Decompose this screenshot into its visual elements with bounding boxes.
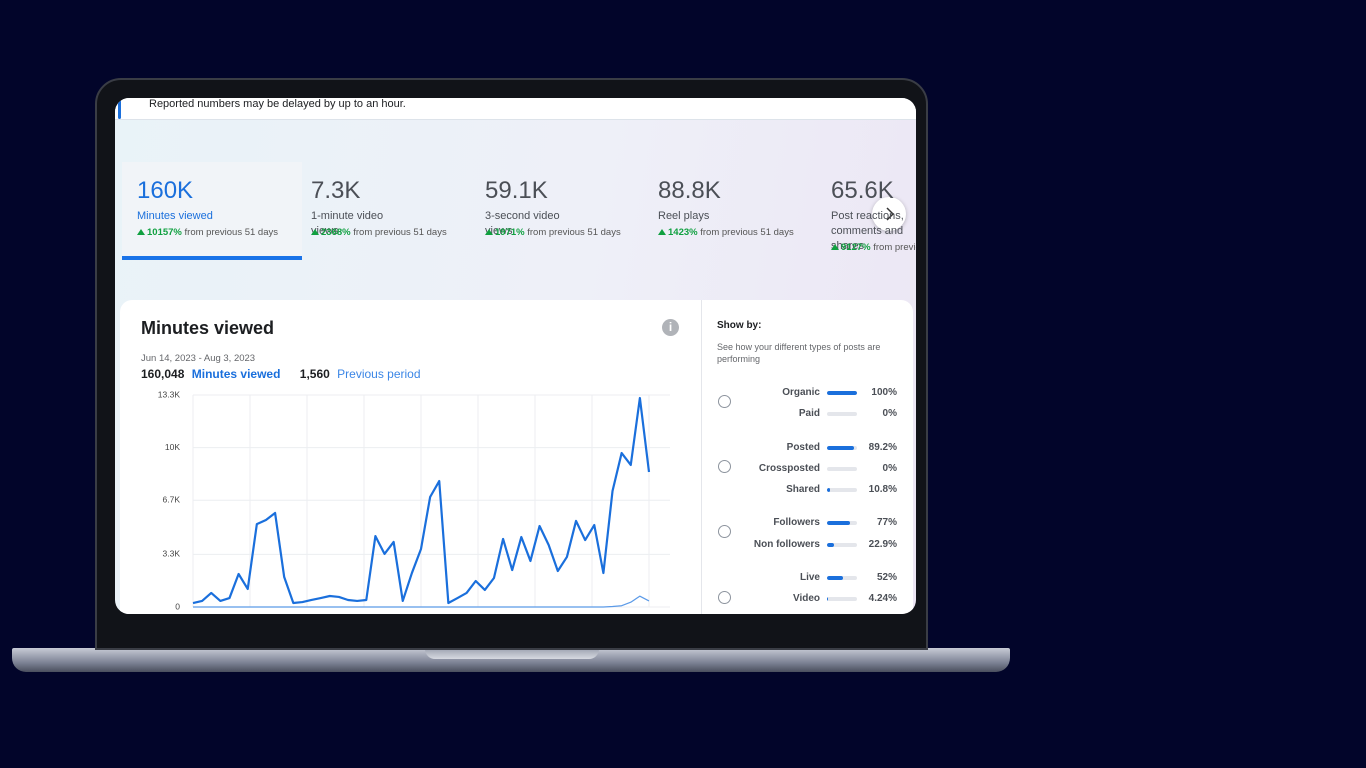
item-label: Live bbox=[799, 572, 820, 583]
metric-value: 160K bbox=[137, 177, 194, 204]
metric-value: 59.1K bbox=[485, 177, 548, 204]
bar-track bbox=[827, 576, 857, 580]
legend-total: 160,048 bbox=[141, 367, 185, 381]
item-percent: 10.8% bbox=[868, 484, 897, 495]
up-arrow bbox=[485, 229, 493, 235]
up-arrow bbox=[311, 229, 319, 235]
laptop-notch bbox=[425, 648, 599, 659]
bar-track bbox=[827, 446, 857, 450]
series-line bbox=[192, 396, 651, 605]
bar-track bbox=[827, 488, 857, 492]
item-label: Organic bbox=[782, 387, 820, 398]
change-percent: 10157% bbox=[147, 227, 182, 238]
metric-change: 2368% from previous 51 days bbox=[311, 227, 447, 238]
banner-accent bbox=[118, 98, 121, 119]
divider bbox=[701, 300, 702, 614]
metric-value: 88.8K bbox=[658, 177, 721, 204]
next-button[interactable] bbox=[872, 197, 906, 231]
metric-change: 9127% from previous 51 days bbox=[831, 242, 916, 253]
bar-track bbox=[827, 412, 857, 416]
item-label: Video bbox=[792, 593, 820, 604]
radio-button[interactable] bbox=[718, 591, 731, 604]
series-line bbox=[193, 595, 650, 608]
bar bbox=[827, 543, 834, 547]
change-period: from previous 51 days bbox=[353, 227, 447, 238]
item-percent: 52% bbox=[876, 572, 897, 583]
metric-card[interactable]: 59.1K 3-second video views 1971% from prev… bbox=[470, 162, 650, 260]
legend-total: 1,560 bbox=[299, 367, 330, 381]
change-period: from previous 51 days bbox=[184, 227, 278, 238]
metric-change: 10157% from previous 51 days bbox=[137, 227, 278, 238]
metric-card[interactable]: 160K Minutes viewed 10157% from previous 5… bbox=[122, 162, 302, 260]
change-percent: 9127% bbox=[841, 242, 871, 253]
item-percent: 100% bbox=[871, 387, 897, 398]
up-arrow bbox=[831, 244, 839, 250]
bar bbox=[827, 597, 829, 601]
metric-card[interactable]: 7.3K 1-minute video views 2368% from previ… bbox=[296, 162, 476, 260]
banner-text: Reported numbers may be delayed by up to… bbox=[149, 98, 406, 110]
y-tick-label: 13.3K bbox=[158, 389, 181, 399]
y-tick-label: 6.7K bbox=[163, 494, 181, 504]
chevron bbox=[886, 207, 895, 221]
change-percent: 2368% bbox=[321, 227, 351, 238]
y-tick-label: 10K bbox=[165, 442, 180, 452]
bar bbox=[827, 576, 843, 580]
item-percent: 77% bbox=[876, 517, 897, 528]
change-period: from previous 51 days bbox=[527, 227, 621, 238]
item-label: Shared bbox=[786, 484, 820, 495]
metric-card[interactable]: 65.6K Post reactions, comments and shares… bbox=[816, 162, 916, 260]
show-by-title: Show by: bbox=[717, 320, 762, 331]
change-percent: 1971% bbox=[495, 227, 525, 238]
metric-label: Reel plays bbox=[658, 210, 710, 222]
metric-label: Minutes viewed bbox=[137, 210, 213, 222]
item-label: Followers bbox=[773, 517, 820, 528]
radio-button[interactable] bbox=[718, 395, 731, 408]
change-period: from previous 51 days bbox=[873, 242, 916, 253]
chart-panel: 0 3.3K 6.7K 10K 13.3K Minutes viewed i Jun 1… bbox=[120, 300, 913, 614]
banner: Reported numbers may be delayed by up to… bbox=[115, 98, 916, 120]
panel-title: Minutes viewed bbox=[141, 318, 275, 338]
item-percent: 4.24% bbox=[868, 593, 897, 604]
y-tick-label: 3.3K bbox=[163, 549, 181, 559]
item-percent: 0% bbox=[882, 463, 897, 474]
bar-track bbox=[827, 597, 857, 601]
metric-label: Post reactions, comments and shares bbox=[831, 210, 904, 252]
change-period: from previous 51 days bbox=[700, 227, 794, 238]
bar bbox=[827, 488, 831, 492]
legend: 160,048 Minutes viewed 1,560 Previous pe… bbox=[141, 367, 421, 381]
change-percent: 1423% bbox=[668, 227, 698, 238]
item-label: Non followers bbox=[753, 539, 820, 550]
metric-value: 7.3K bbox=[311, 177, 361, 204]
show-by-description: See how your different types of posts ar… bbox=[717, 342, 881, 364]
y-tick-label: 0 bbox=[175, 601, 180, 611]
screen: Reported numbers may be delayed by up to… bbox=[115, 98, 916, 614]
up-arrow bbox=[658, 229, 666, 235]
metric-value: 65.6K bbox=[831, 177, 894, 204]
bar-track bbox=[827, 391, 857, 395]
item-label: Posted bbox=[786, 442, 820, 453]
bar bbox=[827, 446, 854, 450]
bar-track bbox=[827, 521, 857, 525]
date-range: Jun 14, 2023 - Aug 3, 2023 bbox=[141, 353, 256, 364]
legend-name: Previous period bbox=[337, 367, 421, 381]
metric-change: 1971% from previous 51 days bbox=[485, 227, 621, 238]
bar bbox=[827, 391, 857, 395]
item-percent: 22.9% bbox=[868, 539, 897, 550]
item-percent: 0% bbox=[882, 408, 897, 419]
metric-change: 1423% from previous 51 days bbox=[658, 227, 794, 238]
radio-button[interactable] bbox=[718, 525, 731, 538]
up-arrow bbox=[137, 229, 145, 235]
info-icon[interactable]: i bbox=[662, 319, 679, 336]
bar-track bbox=[827, 467, 857, 471]
item-label: Paid bbox=[798, 408, 820, 419]
item-label: Crossposted bbox=[758, 463, 820, 474]
metric-card[interactable]: 88.8K Reel plays 1423% from previous 51 da… bbox=[643, 162, 823, 260]
item-percent: 89.2% bbox=[868, 442, 897, 453]
line-chart: 0 3.3K 6.7K 10K 13.3K bbox=[158, 389, 670, 611]
bar bbox=[827, 521, 851, 525]
legend-name: Minutes viewed bbox=[191, 367, 281, 381]
bar-track bbox=[827, 543, 857, 547]
radio-button[interactable] bbox=[718, 460, 731, 473]
